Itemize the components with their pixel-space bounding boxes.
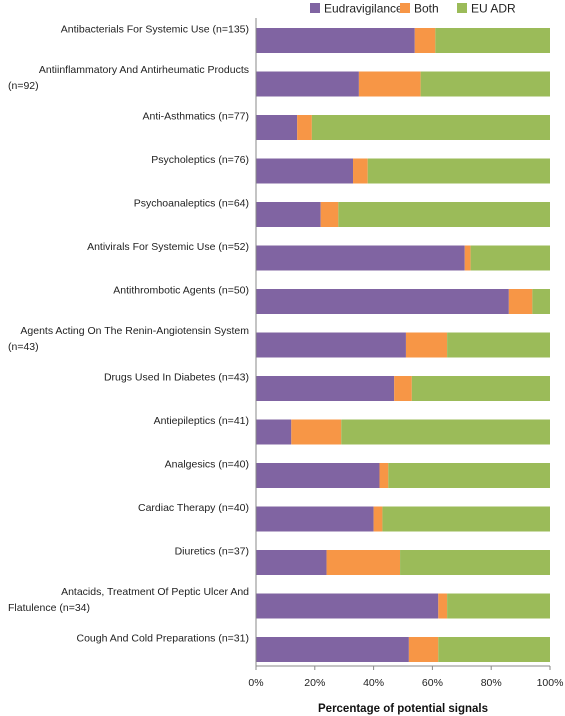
category-label: Antacids, Treatment Of Peptic Ulcer And — [61, 586, 249, 598]
bar-segment — [291, 419, 342, 445]
bar-segment — [400, 550, 550, 575]
bar-segment — [508, 289, 533, 314]
category-label-cont: (n=43) — [8, 341, 39, 353]
x-tick-label: 80% — [481, 677, 502, 689]
legend: Eudravigilance Both EU ADR — [310, 2, 516, 16]
bar-segment — [470, 245, 550, 271]
category-label-cont: (n=92) — [8, 80, 39, 92]
category-label: Analgesics (n=40) — [165, 459, 249, 471]
bar-segment — [341, 419, 550, 445]
category-label: Antiinflammatory And Antirheumatic Produ… — [39, 64, 249, 76]
bar-segment — [256, 332, 406, 358]
bar-segment — [394, 376, 412, 401]
bar-segment — [256, 71, 359, 97]
bar-segment — [388, 463, 550, 488]
bar-segment — [256, 202, 321, 227]
legend-swatch — [400, 3, 410, 13]
bar-segment — [464, 245, 471, 271]
legend-label: Both — [414, 2, 439, 16]
bar-segment — [420, 71, 550, 97]
bar-segment — [447, 332, 550, 358]
bar-segment — [320, 202, 339, 227]
legend-label: Eudravigilance — [324, 2, 403, 16]
bar-segment — [414, 28, 436, 53]
x-tick-label: 60% — [422, 677, 443, 689]
category-label: Drugs Used In Diabetes (n=43) — [104, 372, 249, 384]
bar-segment — [405, 332, 448, 358]
x-tick-label: 20% — [304, 677, 325, 689]
x-axis-title: Percentage of potential signals — [318, 703, 488, 715]
bars — [256, 28, 550, 662]
category-label: Psycholeptics (n=76) — [151, 154, 249, 166]
bar-segment — [408, 637, 439, 662]
bar-segment — [447, 593, 550, 619]
x-tick-label: 40% — [363, 677, 384, 689]
bar-segment — [338, 202, 550, 227]
category-label: Antiepileptics (n=41) — [154, 415, 249, 427]
bar-segment — [256, 28, 415, 53]
category-labels: Antibacterials For Systemic Use (n=135) A… — [8, 24, 249, 645]
category-label: Cardiac Therapy (n=40) — [138, 502, 249, 514]
category-label: Antithrombotic Agents (n=50) — [113, 285, 249, 297]
bar-segment — [367, 158, 550, 184]
bar-segment — [297, 115, 312, 140]
legend-label: EU ADR — [471, 2, 516, 16]
bar-segment — [256, 245, 465, 271]
category-label: Diuretics (n=37) — [175, 546, 249, 558]
bar-segment — [411, 376, 550, 401]
category-label-cont: Flatulence (n=34) — [8, 602, 90, 614]
bar-segment — [256, 376, 395, 401]
category-label: Agents Acting On The Renin-Angiotensin S… — [20, 325, 249, 337]
bar-segment — [532, 289, 550, 314]
bar-segment — [353, 158, 368, 184]
category-label: Psychoanaleptics (n=64) — [134, 198, 249, 210]
bar-segment — [256, 419, 292, 445]
bar-segment — [438, 637, 550, 662]
bar-segment — [326, 550, 401, 575]
bar-segment — [358, 71, 421, 97]
bar-segment — [256, 550, 327, 575]
x-tick-label: 100% — [537, 677, 564, 689]
bar-segment — [256, 637, 409, 662]
legend-swatch — [457, 3, 467, 13]
bar-segment — [435, 28, 550, 53]
x-axis: 0% 20% 40% 60% 80% 100% — [248, 18, 563, 689]
category-label: Anti-Asthmatics (n=77) — [143, 111, 250, 123]
bar-segment — [256, 289, 509, 314]
category-label: Cough And Cold Preparations (n=31) — [77, 633, 250, 645]
bar-segment — [379, 463, 389, 488]
category-label: Antibacterials For Systemic Use (n=135) — [61, 24, 249, 36]
bar-segment — [373, 506, 383, 532]
category-label: Antivirals For Systemic Use (n=52) — [87, 241, 249, 253]
bar-segment — [256, 506, 374, 532]
bar-segment — [256, 463, 380, 488]
bar-segment — [438, 593, 448, 619]
bar-segment — [256, 158, 354, 184]
x-tick-label: 0% — [248, 677, 263, 689]
bar-segment — [256, 115, 298, 140]
bar-segment — [311, 115, 550, 140]
bar-segment — [382, 506, 550, 532]
legend-swatch — [310, 3, 320, 13]
bar-segment — [256, 593, 439, 619]
